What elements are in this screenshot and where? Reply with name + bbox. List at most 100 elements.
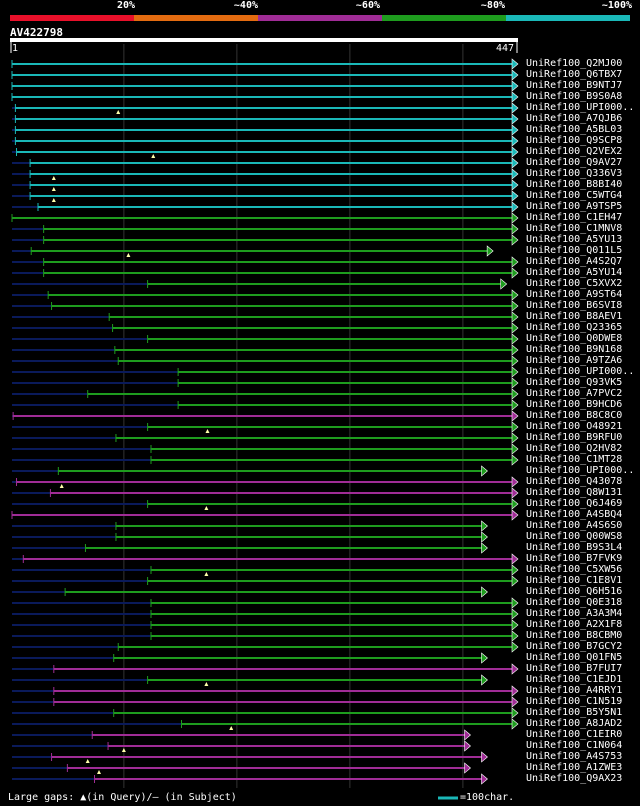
hit-label[interactable]: UniRef100_C1N519 xyxy=(526,696,623,707)
hit-end-arrow xyxy=(481,751,488,763)
hit-label[interactable]: UniRef100_B9S0A8 xyxy=(526,91,623,102)
legend-label-80: ~80% xyxy=(480,0,505,11)
hit-label[interactable]: UniRef100_B9S3L4 xyxy=(526,542,623,553)
hit-label[interactable]: UniRef100_UPI000.. xyxy=(526,465,635,476)
hit-label[interactable]: UniRef100_A2X1F8 xyxy=(526,619,623,630)
hit-label[interactable]: UniRef100_A4S2Q7 xyxy=(526,256,623,267)
hit-label[interactable]: UniRef100_A4SBQ4 xyxy=(526,509,623,520)
hit-label[interactable]: UniRef100_A9ST64 xyxy=(526,289,623,300)
hit-label[interactable]: UniRef100_UPI000.. xyxy=(526,366,635,377)
query-gap-marker xyxy=(51,187,56,191)
hit-label[interactable]: UniRef100_Q336V3 xyxy=(526,168,623,179)
hit-label[interactable]: UniRef100_A5YU14 xyxy=(526,267,623,278)
hit-end-arrow xyxy=(481,773,488,785)
query-gap-marker xyxy=(85,759,90,763)
legend-label-60: ~60% xyxy=(355,0,380,11)
legend-segment-3 xyxy=(382,15,506,21)
hit-end-arrow xyxy=(511,718,519,730)
hit-end-arrow xyxy=(481,531,488,543)
hit-label[interactable]: UniRef100_Q0DWE8 xyxy=(526,333,623,344)
hit-label[interactable]: UniRef100_C1EIR0 xyxy=(526,729,623,740)
hit-label[interactable]: UniRef100_Q9SCP8 xyxy=(526,135,623,146)
hit-label[interactable]: UniRef100_A9TZA6 xyxy=(526,355,623,366)
hit-label[interactable]: UniRef100_A7QJB6 xyxy=(526,113,623,124)
hit-label[interactable]: UniRef100_Q00WS8 xyxy=(526,531,623,542)
hit-label[interactable]: UniRef100_Q8W131 xyxy=(526,487,623,498)
hit-label[interactable]: UniRef100_O48921 xyxy=(526,421,623,432)
hit-label[interactable]: UniRef100_Q6J469 xyxy=(526,498,623,509)
hit-label[interactable]: UniRef100_UPI000.. xyxy=(526,102,635,113)
legend-segment-1 xyxy=(134,15,258,21)
hit-end-arrow xyxy=(511,311,519,323)
hit-label[interactable]: UniRef100_A7PVC2 xyxy=(526,388,623,399)
hit-label[interactable]: UniRef100_C1N064 xyxy=(526,740,623,751)
hit-label[interactable]: UniRef100_B8AEV1 xyxy=(526,311,623,322)
hit-label[interactable]: UniRef100_B8CBM0 xyxy=(526,630,623,641)
query-gap-marker xyxy=(151,154,156,158)
hit-label[interactable]: UniRef100_C5WTG4 xyxy=(526,190,623,201)
hit-label[interactable]: UniRef100_C1EH47 xyxy=(526,212,623,223)
query-id: AV422798 xyxy=(10,26,63,39)
legend-label-100: ~100% xyxy=(601,0,632,11)
hit-label[interactable]: UniRef100_C1MNV8 xyxy=(526,223,623,234)
hit-end-arrow xyxy=(511,421,519,433)
hit-label[interactable]: UniRef100_C1EJD1 xyxy=(526,674,623,685)
hit-end-arrow xyxy=(511,289,519,301)
hit-end-arrow xyxy=(511,553,519,565)
hit-end-arrow xyxy=(511,344,519,356)
hit-label[interactable]: UniRef100_B9HCD6 xyxy=(526,399,623,410)
query-gap-marker xyxy=(116,110,121,114)
hit-label[interactable]: UniRef100_B5Y5N1 xyxy=(526,707,623,718)
hit-label[interactable]: UniRef100_B9N168 xyxy=(526,344,623,355)
hit-end-arrow xyxy=(511,509,519,521)
hit-label[interactable]: UniRef100_A5YU13 xyxy=(526,234,623,245)
hit-label[interactable]: UniRef100_A4S753 xyxy=(526,751,623,762)
hit-label[interactable]: UniRef100_Q93VK5 xyxy=(526,377,623,388)
hit-label[interactable]: UniRef100_B9RFU0 xyxy=(526,432,623,443)
hit-label[interactable]: UniRef100_A1ZWE3 xyxy=(526,762,623,773)
hit-label[interactable]: UniRef100_Q6TBX7 xyxy=(526,69,623,80)
hit-label[interactable]: UniRef100_Q43078 xyxy=(526,476,623,487)
query-gap-marker xyxy=(126,253,131,257)
hit-label[interactable]: UniRef100_A4S6S0 xyxy=(526,520,623,531)
hit-label[interactable]: UniRef100_B8BI40 xyxy=(526,179,623,190)
hit-label[interactable]: UniRef100_Q0E318 xyxy=(526,597,623,608)
hit-end-arrow xyxy=(511,201,519,213)
hit-end-arrow xyxy=(511,564,519,576)
query-gap-marker xyxy=(204,572,209,576)
hit-label[interactable]: UniRef100_Q01FN5 xyxy=(526,652,623,663)
hit-label[interactable]: UniRef100_Q2HV82 xyxy=(526,443,623,454)
hit-label[interactable]: UniRef100_B7FUI7 xyxy=(526,663,623,674)
hit-label[interactable]: UniRef100_C1E8V1 xyxy=(526,575,623,586)
gap-legend: Large gaps: ▲(in Query)/– (in Subject) xyxy=(8,792,237,803)
hit-end-arrow xyxy=(511,333,519,345)
hit-label[interactable]: UniRef100_B6SVI8 xyxy=(526,300,623,311)
hit-end-arrow xyxy=(486,245,494,257)
hit-label[interactable]: UniRef100_Q9AX23 xyxy=(526,773,623,784)
hit-label[interactable]: UniRef100_A9TSP5 xyxy=(526,201,623,212)
hit-label[interactable]: UniRef100_A8JAD2 xyxy=(526,718,623,729)
hit-end-arrow xyxy=(511,80,519,92)
hit-label[interactable]: UniRef100_C1MT28 xyxy=(526,454,623,465)
query-gap-marker xyxy=(204,506,209,510)
hit-end-arrow xyxy=(511,223,519,235)
hit-label[interactable]: UniRef100_Q23365 xyxy=(526,322,623,333)
hit-end-arrow xyxy=(511,256,519,268)
hit-label[interactable]: UniRef100_Q011L5 xyxy=(526,245,623,256)
hit-label[interactable]: UniRef100_B7GCY2 xyxy=(526,641,623,652)
hit-end-arrow xyxy=(511,399,519,411)
hit-label[interactable]: UniRef100_B8C8C0 xyxy=(526,410,623,421)
hit-label[interactable]: UniRef100_A5BL03 xyxy=(526,124,623,135)
hit-label[interactable]: UniRef100_Q6H516 xyxy=(526,586,623,597)
hit-label[interactable]: UniRef100_Q2MJ00 xyxy=(526,58,623,69)
hit-label[interactable]: UniRef100_B9NTJ7 xyxy=(526,80,623,91)
hit-label[interactable]: UniRef100_B7FVK9 xyxy=(526,553,623,564)
hit-label[interactable]: UniRef100_C5XVX2 xyxy=(526,278,623,289)
hit-label[interactable]: UniRef100_Q9AV27 xyxy=(526,157,623,168)
hit-label[interactable]: UniRef100_A3A3M4 xyxy=(526,608,623,619)
hit-label[interactable]: UniRef100_Q2VEX2 xyxy=(526,146,623,157)
hit-end-arrow xyxy=(511,663,519,675)
hit-label[interactable]: UniRef100_A4RRY1 xyxy=(526,685,623,696)
hit-label[interactable]: UniRef100_C5XW56 xyxy=(526,564,623,575)
